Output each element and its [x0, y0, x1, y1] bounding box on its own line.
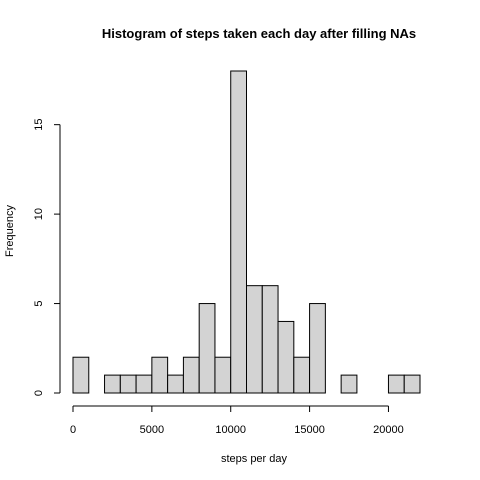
histogram-bar [230, 70, 248, 394]
histogram-bar [182, 356, 200, 394]
x-tick-label: 5000 [140, 424, 164, 436]
histogram-bar [214, 356, 232, 394]
histogram-bar [261, 285, 279, 394]
y-tick-label: 10 [33, 208, 45, 220]
y-axis-label: Frequency [4, 205, 16, 257]
histogram-bar [198, 303, 216, 394]
y-tick-label: 0 [33, 390, 45, 396]
chart-title: Histogram of steps taken each day after … [102, 26, 416, 41]
histogram-bar [119, 374, 137, 394]
histogram-bar [403, 374, 421, 394]
bars-group [72, 70, 421, 394]
histogram-bar [104, 374, 121, 394]
x-tick-label: 15000 [294, 424, 325, 436]
histogram-bar [167, 374, 184, 394]
x-axis: 0 5000 10000 15000 20000 [70, 405, 404, 436]
x-tick-label: 10000 [215, 424, 246, 436]
x-tick-label: 0 [70, 424, 76, 436]
y-tick-label: 15 [33, 119, 45, 131]
histogram-bar [151, 356, 169, 394]
histogram-bar [309, 303, 326, 394]
histogram-bar [135, 374, 153, 394]
histogram-bar [340, 374, 358, 394]
x-tick-label: 20000 [373, 424, 404, 436]
histogram-bar [293, 356, 311, 394]
y-axis: 0 5 10 15 [33, 119, 61, 396]
histogram-bar [72, 356, 90, 394]
x-axis-label: steps per day [221, 453, 288, 465]
y-tick-label: 5 [33, 300, 45, 306]
histogram-bar [387, 374, 405, 394]
histogram-bar [246, 285, 263, 394]
histogram-bar [277, 320, 295, 394]
